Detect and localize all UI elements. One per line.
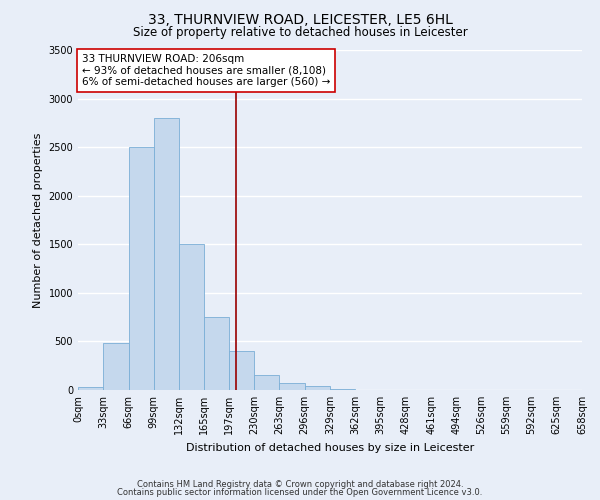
Text: Contains public sector information licensed under the Open Government Licence v3: Contains public sector information licen…: [118, 488, 482, 497]
Bar: [305, 386, 330, 390]
Bar: [128, 147, 154, 390]
Bar: [205, 317, 229, 390]
X-axis label: Distribution of detached houses by size in Leicester: Distribution of detached houses by size …: [186, 442, 474, 452]
Bar: [154, 118, 179, 390]
Bar: [229, 351, 254, 390]
Text: 33, THURNVIEW ROAD, LEICESTER, LE5 6HL: 33, THURNVIEW ROAD, LEICESTER, LE5 6HL: [148, 12, 452, 26]
Y-axis label: Number of detached properties: Number of detached properties: [33, 132, 43, 308]
Bar: [103, 344, 128, 390]
Bar: [78, 387, 103, 390]
Bar: [280, 382, 305, 390]
Bar: [179, 244, 205, 390]
Text: Size of property relative to detached houses in Leicester: Size of property relative to detached ho…: [133, 26, 467, 39]
Bar: [254, 376, 280, 390]
Bar: [330, 389, 355, 390]
Text: 33 THURNVIEW ROAD: 206sqm
← 93% of detached houses are smaller (8,108)
6% of sem: 33 THURNVIEW ROAD: 206sqm ← 93% of detac…: [82, 54, 330, 87]
Text: Contains HM Land Registry data © Crown copyright and database right 2024.: Contains HM Land Registry data © Crown c…: [137, 480, 463, 489]
